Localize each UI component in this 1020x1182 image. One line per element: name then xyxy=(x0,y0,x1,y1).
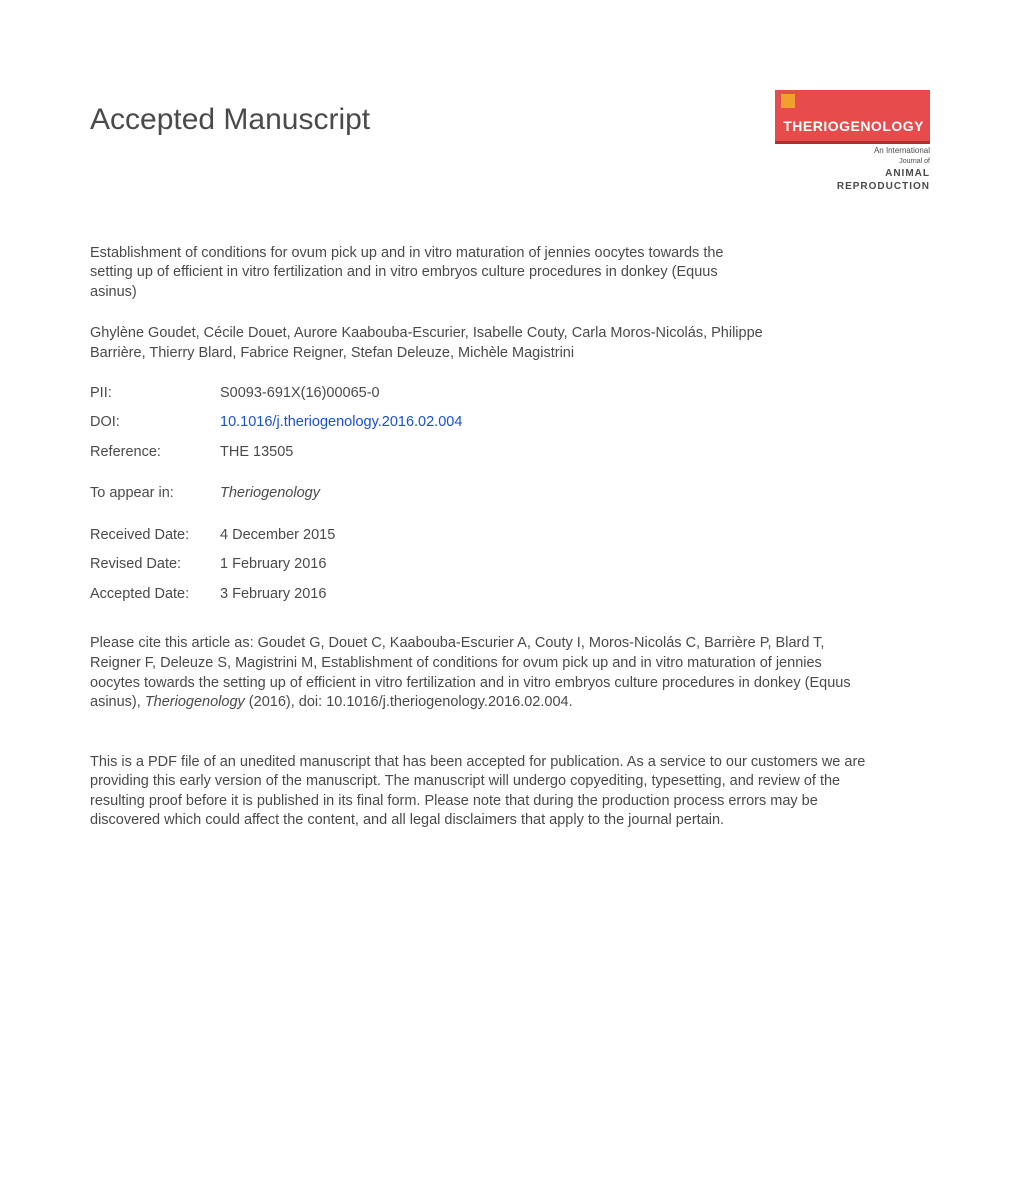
revised-value: 1 February 2016 xyxy=(220,555,930,575)
page-title: Accepted Manuscript xyxy=(90,100,370,141)
badge-subtitle: An International xyxy=(775,146,930,157)
disclaimer-text: This is a PDF file of an unedited manusc… xyxy=(90,753,890,831)
citation-journal: Theriogenology xyxy=(145,694,245,710)
accepted-value: 3 February 2016 xyxy=(220,585,930,605)
meta-row-received: Received Date: 4 December 2015 xyxy=(90,526,930,546)
revised-label: Revised Date: xyxy=(90,555,220,575)
dates-table: Received Date: 4 December 2015 Revised D… xyxy=(90,526,930,605)
badge-subject-2: REPRODUCTION xyxy=(775,180,930,194)
appear-label: To appear in: xyxy=(90,484,220,504)
metadata-table: PII: S0093-691X(16)00065-0 DOI: 10.1016/… xyxy=(90,384,930,463)
badge-strip xyxy=(775,141,930,144)
meta-row-reference: Reference: THE 13505 xyxy=(90,443,930,463)
badge-subject-1: ANIMAL xyxy=(775,167,930,181)
meta-row-revised: Revised Date: 1 February 2016 xyxy=(90,555,930,575)
meta-row-pii: PII: S0093-691X(16)00065-0 xyxy=(90,384,930,404)
badge-journal-title: THERIOGENOLOGY xyxy=(781,117,924,136)
appear-value: Theriogenology xyxy=(220,484,930,504)
reference-label: Reference: xyxy=(90,443,220,463)
meta-row-appear: To appear in: Theriogenology xyxy=(90,484,930,504)
doi-link[interactable]: 10.1016/j.theriogenology.2016.02.004 xyxy=(220,413,930,433)
author-list: Ghylène Goudet, Cécile Douet, Aurore Kaa… xyxy=(90,324,790,363)
badge-journal-of: Journal of xyxy=(775,157,930,166)
received-label: Received Date: xyxy=(90,526,220,546)
citation-suffix: (2016), doi: 10.1016/j.theriogenology.20… xyxy=(245,694,573,710)
pii-label: PII: xyxy=(90,384,220,404)
publisher-icon xyxy=(781,94,795,108)
accepted-label: Accepted Date: xyxy=(90,585,220,605)
badge-top: THERIOGENOLOGY xyxy=(775,90,930,141)
journal-cover-badge: THERIOGENOLOGY An International Journal … xyxy=(775,90,930,194)
doi-label: DOI: xyxy=(90,413,220,433)
citation-text: Please cite this article as: Goudet G, D… xyxy=(90,634,870,712)
meta-row-accepted: Accepted Date: 3 February 2016 xyxy=(90,585,930,605)
reference-value: THE 13505 xyxy=(220,443,930,463)
header-row: Accepted Manuscript THERIOGENOLOGY An In… xyxy=(90,100,930,194)
received-value: 4 December 2015 xyxy=(220,526,930,546)
pii-value: S0093-691X(16)00065-0 xyxy=(220,384,930,404)
meta-row-doi: DOI: 10.1016/j.theriogenology.2016.02.00… xyxy=(90,413,930,433)
appear-table: To appear in: Theriogenology xyxy=(90,484,930,504)
article-title: Establishment of conditions for ovum pic… xyxy=(90,244,730,303)
